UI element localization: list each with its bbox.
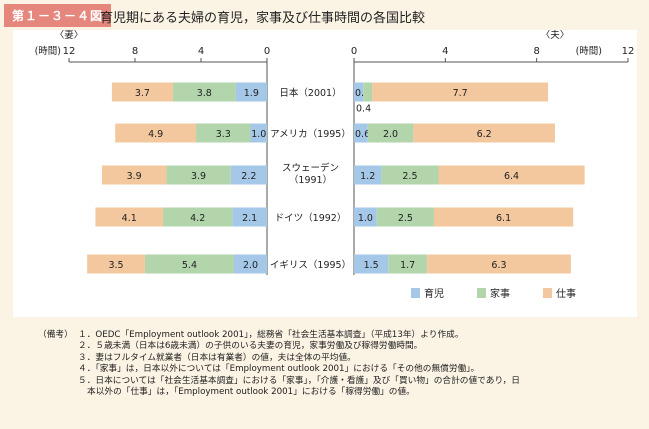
figure-number: 第１－３－４図 bbox=[4, 4, 112, 27]
note-item: ２．５歳未満（日本は6歳未満）の子供のいる夫妻の育児，家事労働及び稼得労働時間。 bbox=[78, 341, 423, 352]
legend-swatch-housework bbox=[477, 288, 486, 298]
left-bar-childcare bbox=[232, 207, 267, 227]
category-label: アメリカ（1995） bbox=[270, 128, 351, 140]
right-value-label: 7.7 bbox=[453, 88, 468, 99]
left-axis-title: 〈妻〉 bbox=[55, 30, 84, 41]
right-value-label: 2.5 bbox=[402, 171, 417, 182]
right-value-label: 6.2 bbox=[477, 129, 492, 140]
figure-title: 育児期にある夫婦の育児，家事及び仕事時間の各国比較 bbox=[100, 11, 426, 26]
right-value-label: 2.5 bbox=[398, 213, 413, 224]
left-bar-work bbox=[87, 254, 145, 274]
left-value-label: 2.1 bbox=[242, 213, 257, 224]
left-bar-work bbox=[115, 123, 197, 143]
note-item: 本以外の「仕事」は，「Employment outlook 2001」における「… bbox=[87, 387, 415, 398]
left-value-label: 4.1 bbox=[122, 213, 137, 224]
left-bar-work bbox=[95, 207, 164, 227]
right-tick-label: 0 bbox=[351, 46, 357, 57]
category-label: 日本（2001） bbox=[279, 87, 341, 99]
right-bar-childcare bbox=[354, 82, 364, 102]
notes-list: １．OEDC「Employment outlook 2001」，総務省「社会生活… bbox=[78, 330, 638, 398]
left-bar-housework bbox=[163, 207, 233, 227]
legend-label: 家事 bbox=[490, 287, 510, 300]
right-bar-work bbox=[372, 82, 549, 102]
note-item: ５．日本については「社会生活基本調査」における「家事」，「介護・看護」及び「買い… bbox=[78, 375, 520, 386]
right-value-label: 1.0 bbox=[358, 213, 373, 224]
category-label: （1991） bbox=[289, 174, 332, 186]
note-item: ３．妻はフルタイム就業者（日本は有業者）の値，夫は全体の平均値。 bbox=[78, 352, 356, 363]
right-bar-housework bbox=[363, 82, 373, 102]
note-item: １．OEDC「Employment outlook 2001」，総務省「社会生活… bbox=[78, 330, 464, 340]
right-bar-work bbox=[427, 254, 571, 274]
left-tick-label: 8 bbox=[132, 46, 138, 57]
right-bar-housework bbox=[367, 123, 414, 143]
right-bar-housework bbox=[388, 254, 428, 274]
left-axis-unit: (時間) bbox=[35, 46, 61, 57]
left-bar-housework bbox=[166, 165, 231, 185]
left-value-label: 1.9 bbox=[244, 88, 259, 99]
right-tick-label: 8 bbox=[533, 46, 539, 57]
category-label: スウェーデン bbox=[282, 162, 339, 174]
chart-svg: 〈妻〉(時間)〈夫〉(時間)12 8 4 0 0 4 8 12日本（2001）アメリカ（199… bbox=[35, 30, 635, 300]
right-value-label: 2.0 bbox=[383, 129, 398, 140]
right-bar-childcare bbox=[354, 207, 377, 227]
legend-label: 育児 bbox=[424, 287, 444, 300]
left-value-label: 3.9 bbox=[191, 171, 206, 182]
left-bar-work bbox=[102, 165, 167, 185]
right-bar-childcare bbox=[354, 254, 389, 274]
chart-panel: 〈妻〉 (時間) 〈夫〉 (時間) 12 8 4 0 0 4 8 12 日本（2001） アメリカ（199… bbox=[13, 30, 637, 317]
left-bar-housework bbox=[196, 123, 251, 143]
left-value-label: 2.0 bbox=[243, 260, 258, 271]
category-label: ドイツ（1992） bbox=[275, 212, 347, 224]
left-value-label: 3.8 bbox=[197, 88, 212, 99]
left-bar-childcare bbox=[234, 254, 267, 274]
left-value-label: 3.7 bbox=[135, 88, 150, 99]
left-value-label: 3.9 bbox=[127, 171, 142, 182]
left-bar-childcare bbox=[230, 165, 267, 185]
right-value-label: 0.4 bbox=[355, 88, 370, 99]
left-value-label: 3.3 bbox=[216, 129, 231, 140]
left-value-label: 4.9 bbox=[148, 129, 163, 140]
category-label: イギリス（1995） bbox=[270, 259, 351, 271]
right-bar-housework bbox=[381, 165, 439, 185]
right-bar-work bbox=[433, 207, 574, 227]
legend-label: 仕事 bbox=[556, 287, 576, 300]
right-value-label: 1.7 bbox=[400, 260, 415, 271]
left-tick-label: 4 bbox=[198, 46, 204, 57]
left-bar-housework bbox=[172, 82, 236, 102]
right-value-label: 1.2 bbox=[360, 171, 375, 182]
right-value-label: 6.4 bbox=[504, 171, 519, 182]
right-value-label: 0.6 bbox=[355, 129, 370, 140]
left-bar-work bbox=[111, 82, 173, 102]
right-tick-label: 12 bbox=[622, 46, 635, 57]
right-value-label: 6.1 bbox=[496, 213, 511, 224]
right-tick-label: 4 bbox=[442, 46, 448, 57]
right-bar-work bbox=[413, 123, 555, 143]
left-value-label: 1.0 bbox=[251, 129, 266, 140]
right-value-label: 0.4 bbox=[356, 104, 371, 115]
right-value-label: 1.5 bbox=[364, 260, 379, 271]
left-bar-childcare bbox=[235, 82, 267, 102]
left-value-label: 5.4 bbox=[182, 260, 197, 271]
right-bar-childcare bbox=[354, 123, 368, 143]
left-tick-label: 0 bbox=[264, 46, 270, 57]
right-bar-childcare bbox=[354, 165, 382, 185]
note-item: ４．「家事」は，日本以外については「Employment outlook 200… bbox=[78, 364, 480, 375]
right-value-label: 6.3 bbox=[491, 260, 506, 271]
left-value-label: 2.2 bbox=[241, 171, 256, 182]
left-tick-label: 12 bbox=[63, 46, 76, 57]
right-bar-work bbox=[438, 165, 585, 185]
right-bar-housework bbox=[376, 207, 434, 227]
left-value-label: 4.2 bbox=[190, 213, 205, 224]
left-bar-housework bbox=[144, 254, 234, 274]
legend-swatch-work bbox=[543, 288, 552, 298]
right-axis-title: 〈夫〉 bbox=[541, 30, 570, 41]
right-axis-unit: (時間) bbox=[576, 46, 602, 57]
left-value-label: 3.5 bbox=[108, 260, 123, 271]
legend-swatch-childcare bbox=[411, 288, 420, 298]
left-bar-childcare bbox=[250, 123, 267, 143]
notes-heading: （備考） bbox=[38, 330, 73, 340]
